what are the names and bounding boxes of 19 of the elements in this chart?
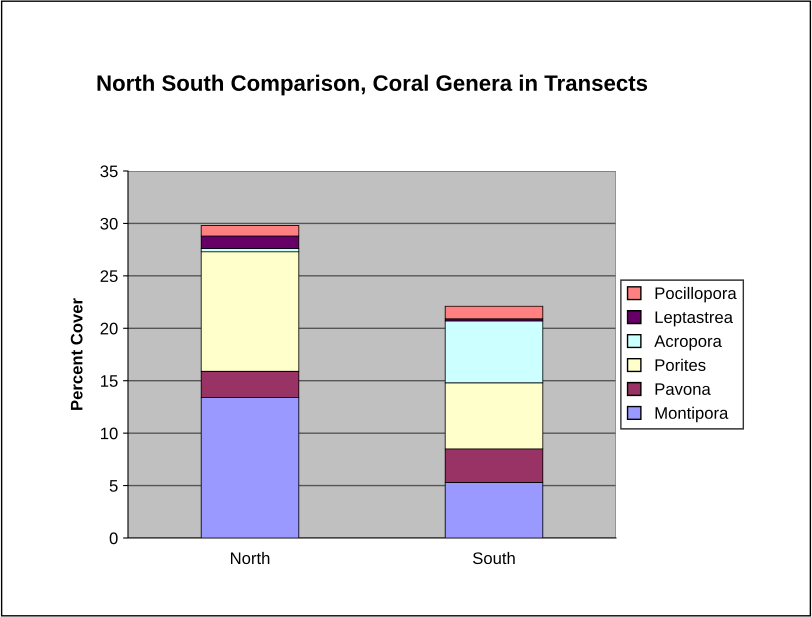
x-tick-label: South xyxy=(472,552,515,564)
y-axis-title: Percent Cover xyxy=(70,298,83,410)
y-tick-label: 10 xyxy=(101,428,118,440)
legend-label: Pocillopora xyxy=(656,286,737,302)
y-tick-label: 35 xyxy=(100,165,118,178)
legend-label: Porites xyxy=(656,358,706,371)
y-tick-label: 15 xyxy=(101,375,118,387)
legend-label: Pavona xyxy=(656,383,711,395)
y-tick-label: 5 xyxy=(110,480,118,492)
y-tick-label: 0 xyxy=(110,532,118,544)
legend-label: Leptastrea xyxy=(656,311,733,326)
x-tick-label: North xyxy=(230,552,270,564)
bar xyxy=(444,306,544,320)
legend-label: Montipora xyxy=(656,406,728,422)
y-tick-label: 25 xyxy=(100,270,118,282)
legend-label: Acropora xyxy=(654,335,722,350)
chart-title: North South Comparison, Coral Genera in Transects xyxy=(98,74,648,96)
y-tick-label: 30 xyxy=(100,218,118,230)
y-tick-label: 20 xyxy=(100,322,118,334)
